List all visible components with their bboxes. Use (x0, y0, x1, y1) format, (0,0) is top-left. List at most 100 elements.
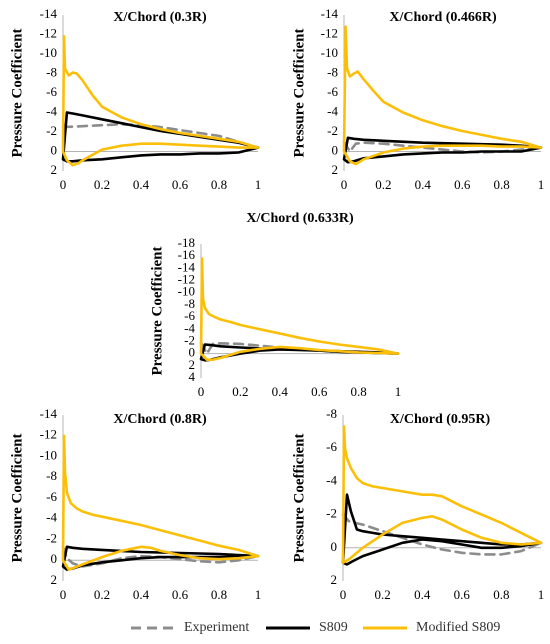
chart-title: X/Chord (0.95R) (390, 412, 491, 427)
y-tick-label: -14 (178, 259, 196, 274)
y-tick-label: -12 (40, 427, 57, 442)
y-tick-label: -2 (184, 332, 195, 347)
y-tick-label: -14 (40, 6, 58, 21)
x-tick-label: 1 (255, 587, 262, 602)
y-tick-label: -12 (321, 25, 338, 40)
x-tick-label: 0.4 (133, 587, 150, 602)
legend-experiment: Experiment (130, 620, 249, 636)
series-line-modified-s809 (199, 257, 400, 362)
y-tick-label: -12 (40, 25, 57, 40)
series-line-experiment (61, 545, 260, 568)
x-tick-label: 1 (538, 177, 545, 192)
legend-experiment-label: Experiment (184, 620, 250, 635)
y-tick-label: -2 (327, 123, 338, 138)
x-tick-label: 0.8 (211, 587, 227, 602)
x-tick-label: 0.4 (415, 177, 432, 192)
y-tick-label: 2 (51, 162, 58, 177)
y-tick-label: -8 (326, 406, 337, 421)
x-tick-label: 0 (340, 587, 347, 602)
x-tick-label: 0.2 (94, 587, 110, 602)
y-tick-label: -6 (46, 84, 57, 99)
y-tick-label: -6 (326, 439, 337, 454)
y-axis-label: Pressure Coefficient (291, 434, 307, 563)
y-tick-label: -10 (178, 284, 195, 299)
y-tick-label: -4 (184, 320, 195, 335)
legend-modified-s809: Modified S809 (362, 620, 500, 636)
x-tick-label: 1 (395, 384, 402, 399)
x-tick-label: 1 (538, 587, 545, 602)
x-tick-label: 0 (60, 587, 67, 602)
y-tick-label: -4 (327, 103, 338, 118)
y-tick-label: -8 (184, 296, 195, 311)
y-axis-label: Pressure Coefficient (9, 434, 25, 563)
x-tick-label: 0 (60, 177, 67, 192)
y-tick-label: -14 (321, 6, 339, 21)
x-tick-label: 0.6 (172, 177, 189, 192)
y-axis-label: Pressure Coefficient (9, 29, 25, 158)
x-tick-label: 0 (341, 177, 348, 192)
series-line-modified-s809 (342, 25, 543, 166)
y-tick-label: 2 (51, 572, 58, 587)
y-axis-label: Pressure Coefficient (149, 247, 165, 376)
x-tick-label: 0.8 (493, 587, 509, 602)
chart-title: X/Chord (0.633R) (246, 211, 354, 226)
y-tick-label: 0 (51, 551, 58, 566)
x-tick-label: 0.2 (375, 177, 391, 192)
y-tick-label: -6 (184, 308, 195, 323)
y-tick-label: -10 (40, 447, 57, 462)
y-tick-label: -2 (46, 530, 57, 545)
y-tick-label: 0 (332, 142, 339, 157)
y-tick-label: 2 (189, 357, 196, 372)
series-line-experiment (61, 122, 260, 149)
legend-s809-label: S809 (319, 620, 348, 635)
y-tick-label: -14 (40, 406, 58, 421)
y-tick-label: 0 (51, 142, 58, 157)
x-tick-label: 0.2 (94, 177, 110, 192)
y-tick-label: 4 (189, 369, 196, 384)
chart-panel-4: X/Chord (0.8R) Pressure Coefficient -14 -12… (9, 406, 261, 602)
x-tick-label: 1 (255, 177, 262, 192)
chart-panel-1: X/Chord (0.3R) Pressure Coefficient -14 -12… (9, 6, 261, 192)
x-tick-label: 0.6 (454, 177, 471, 192)
x-tick-label: 0.2 (232, 384, 248, 399)
series-line-modified-s809 (341, 425, 543, 565)
x-tick-label: 0.4 (414, 587, 431, 602)
y-tick-label: -10 (40, 45, 57, 60)
legend-s809-swatch (266, 626, 310, 630)
y-tick-label: -8 (327, 64, 338, 79)
chart-title: X/Chord (0.466R) (389, 10, 497, 25)
legend-experiment-swatch (131, 626, 175, 630)
y-tick-label: -4 (46, 510, 57, 525)
y-tick-label: -8 (46, 64, 57, 79)
x-tick-label: 0.8 (493, 177, 509, 192)
x-tick-label: 0.4 (272, 384, 289, 399)
y-tick-label: -2 (326, 506, 337, 521)
x-tick-label: 0.4 (133, 177, 150, 192)
y-tick-label: -6 (327, 84, 338, 99)
chart-title: X/Chord (0.8R) (113, 412, 207, 427)
pressure-coefficient-figure: X/Chord (0.3R)Pressure Coefficient-14-12… (9, 6, 544, 602)
y-tick-label: -12 (178, 272, 195, 287)
legend: Experiment S809 Modified S809 (0, 614, 550, 644)
y-tick-label: -8 (46, 468, 57, 483)
x-tick-label: 0.6 (454, 587, 471, 602)
y-tick-label: -18 (178, 235, 195, 250)
y-tick-label: -6 (46, 489, 57, 504)
x-tick-label: 0.2 (374, 587, 390, 602)
chart-panel-3: X/Chord (0.633R)Pressure Coefficient-18-… (149, 211, 401, 399)
x-tick-label: 0 (198, 384, 205, 399)
chart-title: X/Chord (0.3R) (113, 10, 207, 25)
series-line-modified-s809 (61, 35, 260, 167)
chart-panel-5: X/Chord (0.95R) Pressure Coefficient -8 -6 -… (291, 406, 544, 602)
x-tick-label: 0.6 (172, 587, 189, 602)
series-line-s809 (341, 493, 543, 566)
x-tick-label: 0.6 (311, 384, 328, 399)
y-tick-label: -16 (178, 247, 196, 262)
y-axis-label: Pressure Coefficient (291, 29, 307, 158)
legend-modified-s809-label: Modified S809 (416, 620, 501, 635)
y-tick-label: -2 (46, 123, 57, 138)
x-tick-label: 0.8 (211, 177, 227, 192)
chart-panel-2: X/Chord (0.466R) Pressure Coefficient -14 -… (291, 6, 544, 192)
y-tick-label: -4 (46, 103, 57, 118)
y-tick-label: 2 (331, 572, 338, 587)
